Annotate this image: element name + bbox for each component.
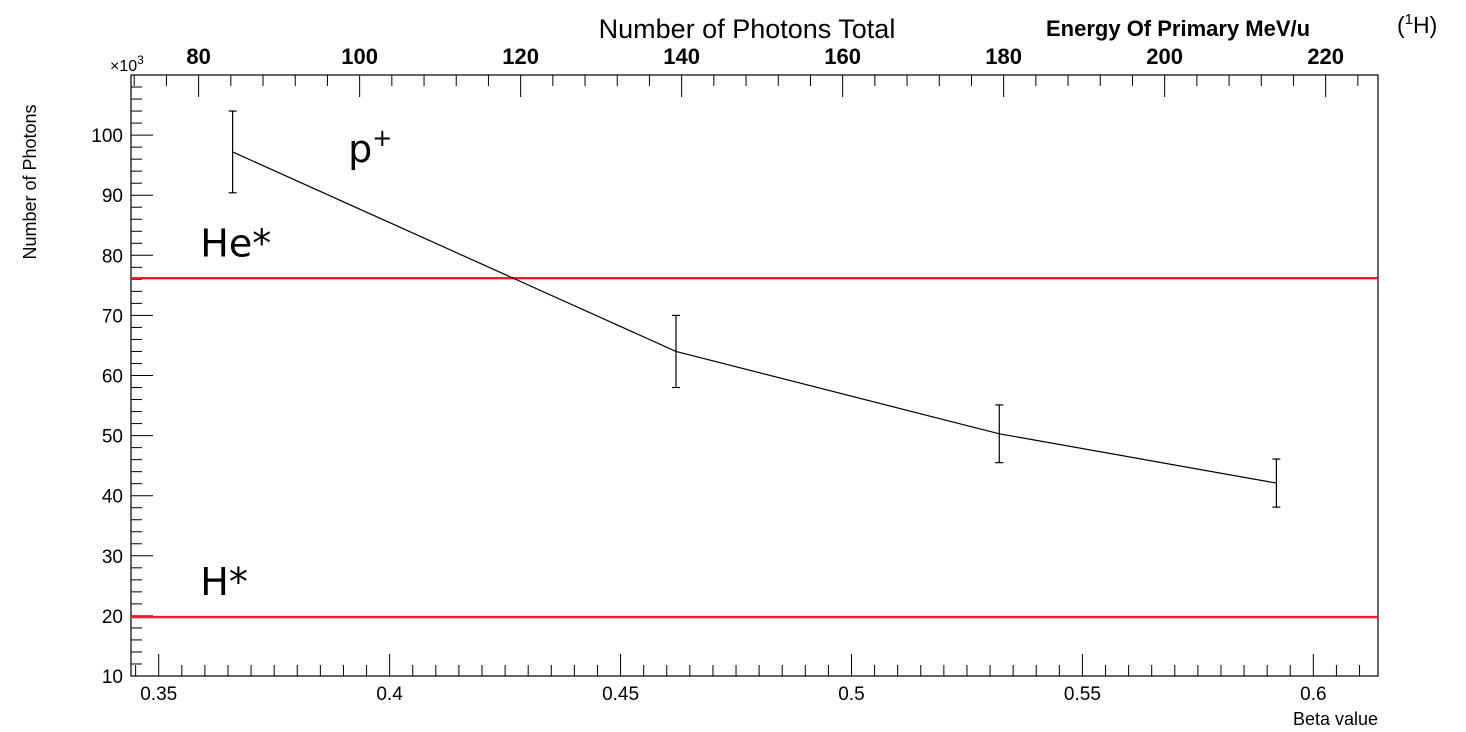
minor-ticks — [131, 75, 1361, 676]
y-multiplier-exp: 3 — [137, 53, 144, 67]
y-tick-label: 30 — [102, 547, 123, 568]
annotation-base: p — [348, 127, 372, 171]
annotation: p+ — [348, 124, 392, 171]
x-tick-labels: 0.35 0.4 0.45 0.5 0.55 0.6 — [140, 684, 1326, 705]
y-tick-label: 80 — [102, 246, 123, 267]
y-tick-label: 90 — [102, 186, 123, 207]
x-tick-label: 0.55 — [1064, 684, 1101, 705]
top-tick-label: 220 — [1307, 44, 1344, 69]
reference-line-label: He* — [200, 222, 271, 266]
top-tick-labels: 80 100 120 140 160 180 200 220 — [186, 44, 1344, 69]
top-axis-suffix-sup: 1 — [1405, 11, 1413, 28]
y-axis-label: Number of Photons — [20, 104, 40, 259]
x-tick-label: 0.4 — [376, 684, 403, 705]
plot-frame — [130, 74, 1379, 677]
x-tick-label: 0.5 — [838, 684, 864, 705]
major-ticks — [131, 74, 1327, 677]
top-tick-label: 200 — [1146, 44, 1183, 69]
top-axis-suffix-close: H) — [1413, 12, 1437, 38]
chart-title: Number of Photons Total — [599, 14, 896, 44]
x-tick-label: 0.6 — [1300, 684, 1326, 705]
series — [228, 110, 1281, 508]
x-axis-label: Beta value — [1293, 709, 1378, 729]
top-tick-label: 80 — [186, 44, 210, 69]
annotation-sup: + — [372, 124, 392, 152]
annotations: p+ — [348, 124, 392, 171]
reference-line-label: H* — [200, 560, 248, 604]
y-tick-label: 40 — [102, 487, 123, 508]
y-multiplier-base: ×10 — [110, 58, 137, 75]
y-tick-label: 100 — [91, 126, 123, 147]
reference-lines: He* H* — [131, 222, 1378, 619]
series-line — [232, 151, 1277, 484]
x-tick-label: 0.45 — [602, 684, 639, 705]
y-tick-label: 50 — [102, 427, 123, 448]
top-tick-label: 100 — [341, 44, 378, 69]
top-axis-suffix-open: ( — [1397, 12, 1405, 38]
top-tick-label: 160 — [824, 44, 861, 69]
x-tick-label: 0.35 — [140, 684, 177, 705]
top-tick-label: 140 — [663, 44, 700, 69]
y-tick-label: 70 — [102, 306, 123, 327]
y-tick-labels: 10 20 30 40 50 60 70 80 90 100 — [91, 126, 123, 688]
top-tick-label: 180 — [985, 44, 1022, 69]
y-tick-label: 60 — [102, 367, 123, 388]
top-tick-label: 120 — [502, 44, 539, 69]
y-tick-label: 20 — [102, 607, 123, 628]
y-multiplier: ×103 — [110, 53, 144, 75]
top-axis-label: Energy Of Primary MeV/u — [1046, 16, 1310, 41]
top-axis-suffix: (1H) — [1397, 11, 1437, 38]
y-tick-label: 10 — [102, 667, 123, 688]
